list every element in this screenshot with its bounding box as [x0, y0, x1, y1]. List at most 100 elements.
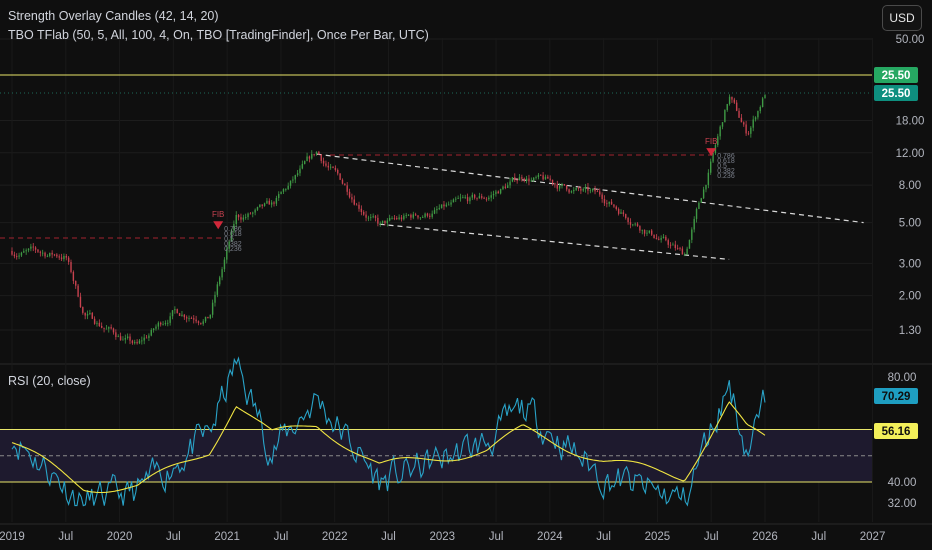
time-tick-label: 2019 — [0, 531, 25, 543]
candle-body — [261, 204, 263, 206]
candle-body — [108, 327, 110, 329]
candle-body — [77, 285, 79, 297]
candle-body — [303, 161, 306, 164]
candle-body — [49, 252, 51, 256]
candle-body — [761, 98, 764, 107]
candle-body — [280, 191, 282, 195]
candle-body — [278, 194, 280, 198]
candle-body — [419, 217, 422, 219]
candle-body — [483, 197, 485, 199]
candle-body — [662, 236, 665, 239]
candle-body — [150, 330, 152, 336]
legend-rsi[interactable]: RSI (20, close) — [8, 374, 91, 388]
price-tick-label: 50.00 — [896, 34, 925, 46]
rsi-band — [0, 429, 872, 483]
candle-body — [407, 214, 410, 216]
time-tick-label: Jul — [811, 531, 826, 543]
candle-body — [471, 194, 474, 198]
candle-body — [226, 248, 228, 260]
candle-body — [240, 217, 242, 220]
candle-body — [589, 190, 592, 192]
candle-body — [16, 256, 18, 257]
candle-body — [391, 217, 393, 219]
candle-body — [58, 256, 60, 258]
candle-body — [632, 224, 634, 226]
candle-body — [488, 197, 490, 200]
candle-body — [691, 229, 693, 240]
candle-body — [525, 178, 528, 181]
legend-tbo-tflab[interactable]: TBO TFlab (50, 5, All, 100, 4, On, TBO [… — [8, 28, 429, 42]
candle-body — [473, 194, 476, 198]
candle-body — [530, 180, 533, 182]
candle-body — [110, 327, 112, 329]
time-tick-label: 2020 — [107, 531, 133, 543]
candle-body — [422, 217, 424, 218]
candle-body — [56, 254, 58, 257]
candle-body — [705, 184, 707, 190]
candle-body — [294, 175, 296, 180]
candle-body — [141, 340, 143, 342]
candle-body — [209, 314, 211, 319]
candle-body — [398, 217, 400, 220]
candle-body — [568, 189, 570, 193]
candle-body — [518, 177, 521, 181]
candle-body — [178, 313, 181, 317]
candle-body — [464, 197, 466, 198]
candle-body — [202, 321, 204, 324]
candle-body — [129, 336, 131, 341]
candle-body — [554, 183, 556, 185]
candle-body — [653, 234, 655, 239]
candle-body — [502, 186, 504, 190]
candle-body — [84, 312, 86, 316]
currency-button[interactable]: USD — [882, 5, 922, 31]
candle-body — [717, 136, 719, 146]
candle-body — [377, 217, 379, 224]
candle-body — [270, 202, 273, 205]
candle-body — [318, 151, 320, 155]
price-badge-last-bg — [874, 85, 918, 101]
candle-body — [171, 310, 174, 317]
price-tick-label: 18.00 — [896, 115, 925, 127]
candle-body — [752, 119, 754, 128]
candle-body — [462, 197, 464, 198]
candle-body — [60, 257, 63, 260]
candle-body — [710, 161, 712, 173]
time-tick-label: Jul — [596, 531, 611, 543]
candle-body — [355, 204, 358, 206]
candle-body — [174, 309, 176, 311]
candle-body — [193, 318, 195, 320]
candle-body — [547, 176, 549, 179]
candle-body — [296, 173, 299, 176]
candle-body — [214, 294, 216, 303]
trend-line-upper — [316, 153, 864, 224]
candle-body — [728, 96, 731, 105]
candle-body — [320, 154, 322, 161]
candle-body — [719, 126, 721, 137]
candle-body — [86, 314, 89, 316]
candle-body — [242, 217, 245, 220]
fib-level-label: 0.618 — [717, 158, 735, 165]
candle-body — [544, 176, 547, 180]
candle-body — [481, 196, 483, 198]
candle-body — [344, 183, 346, 186]
candle-body — [126, 336, 129, 339]
candle-body — [162, 324, 164, 325]
candle-body — [457, 198, 459, 200]
candle-body — [431, 213, 433, 217]
candle-body — [365, 214, 367, 218]
candle-body — [688, 239, 691, 249]
candle-body — [204, 316, 207, 322]
rsi-ma-line — [11, 401, 766, 494]
candle-body — [103, 327, 105, 329]
candle-body — [643, 229, 646, 234]
candle-body — [306, 156, 308, 162]
candle-body — [287, 185, 289, 190]
candle-body — [256, 207, 259, 210]
legend-strength-overlay[interactable]: Strength Overlay Candles (42, 14, 20) — [8, 9, 219, 23]
candle-body — [450, 202, 452, 205]
candle-body — [405, 215, 407, 216]
candle-body — [34, 247, 37, 250]
candle-body — [348, 191, 351, 198]
candle-body — [667, 240, 669, 245]
